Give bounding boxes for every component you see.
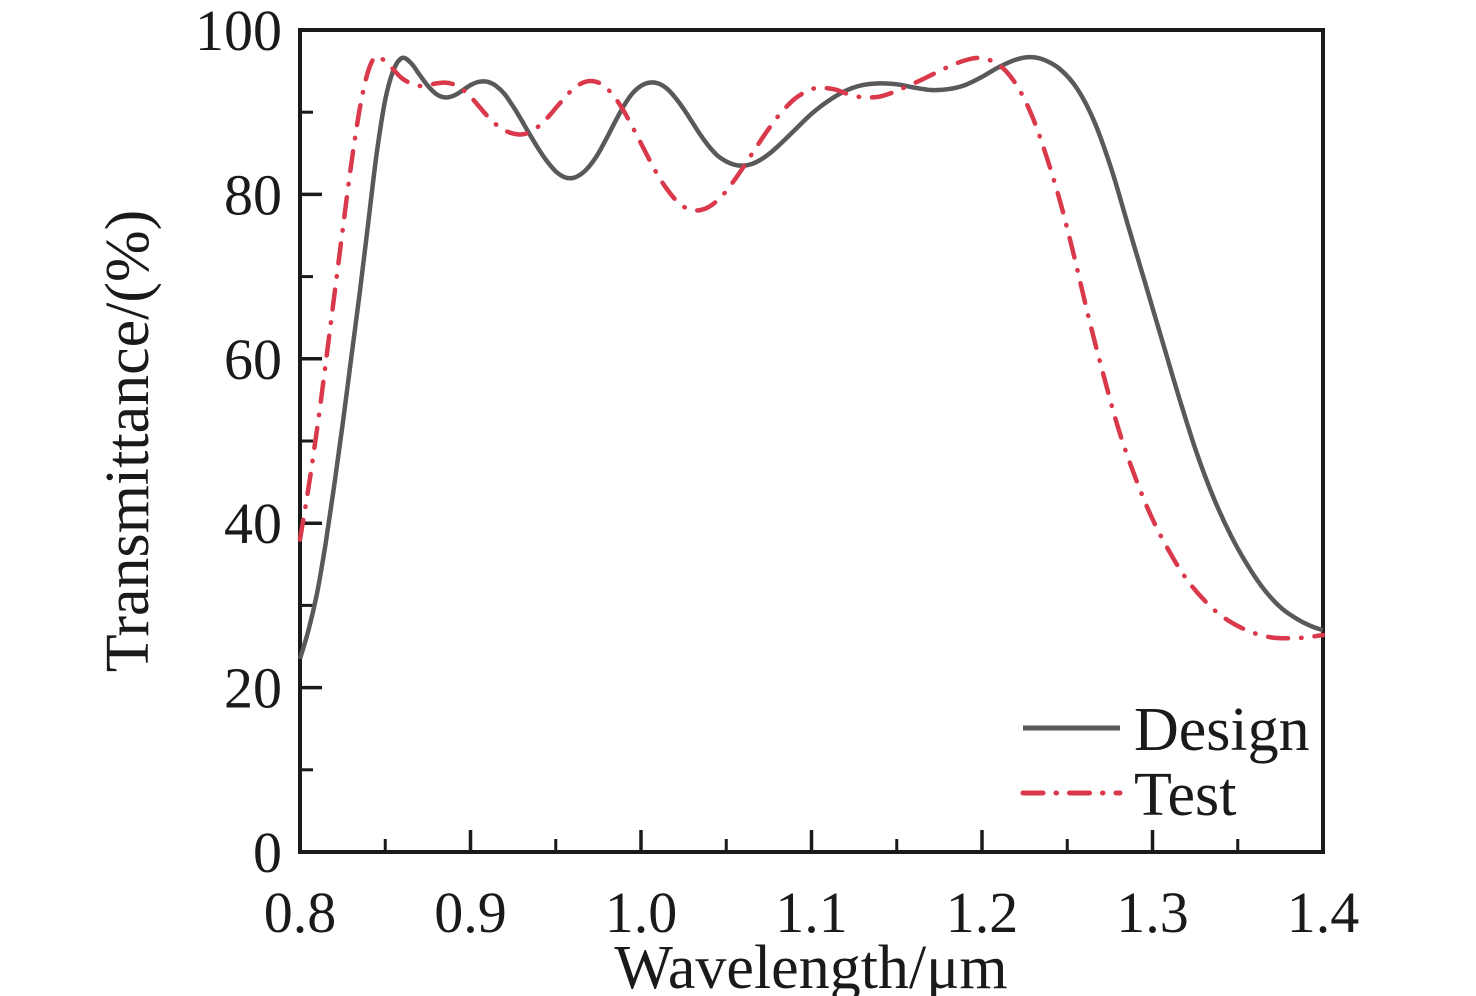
y-tick-label: 20 xyxy=(224,656,282,721)
y-axis-title: Transmittance/(%) xyxy=(94,210,162,673)
x-tick-label: 1.4 xyxy=(1287,880,1360,945)
x-axis-ticks xyxy=(298,830,1325,852)
legend: Design Test xyxy=(1020,696,1310,829)
legend-test-label: Test xyxy=(1134,761,1236,829)
x-tick-label: 1.2 xyxy=(946,880,1019,945)
x-tick-label: 0.8 xyxy=(264,880,337,945)
y-axis-tick-labels: 0 20 40 60 80 100 xyxy=(195,0,282,885)
x-tick-label: 0.9 xyxy=(434,880,507,945)
y-axis-ticks xyxy=(300,28,322,854)
y-tick-label: 40 xyxy=(224,491,282,556)
x-tick-label: 1.1 xyxy=(775,880,848,945)
x-tick-label: 1.3 xyxy=(1116,880,1189,945)
data-series-curves xyxy=(297,54,1326,660)
x-axis-tick-labels: 0.8 0.9 1.0 1.1 1.2 1.3 1.4 xyxy=(264,880,1360,945)
y-tick-label: 80 xyxy=(224,162,282,227)
y-tick-label: 100 xyxy=(195,0,282,63)
x-tick-label: 1.0 xyxy=(605,880,678,945)
legend-design-label: Design xyxy=(1134,696,1310,764)
series-curve-test xyxy=(297,54,1326,641)
x-axis-title: Wavelength/μm xyxy=(614,934,1007,996)
series-curve-design xyxy=(297,54,1324,660)
y-tick-label: 0 xyxy=(253,820,282,885)
y-tick-label: 60 xyxy=(224,327,282,392)
